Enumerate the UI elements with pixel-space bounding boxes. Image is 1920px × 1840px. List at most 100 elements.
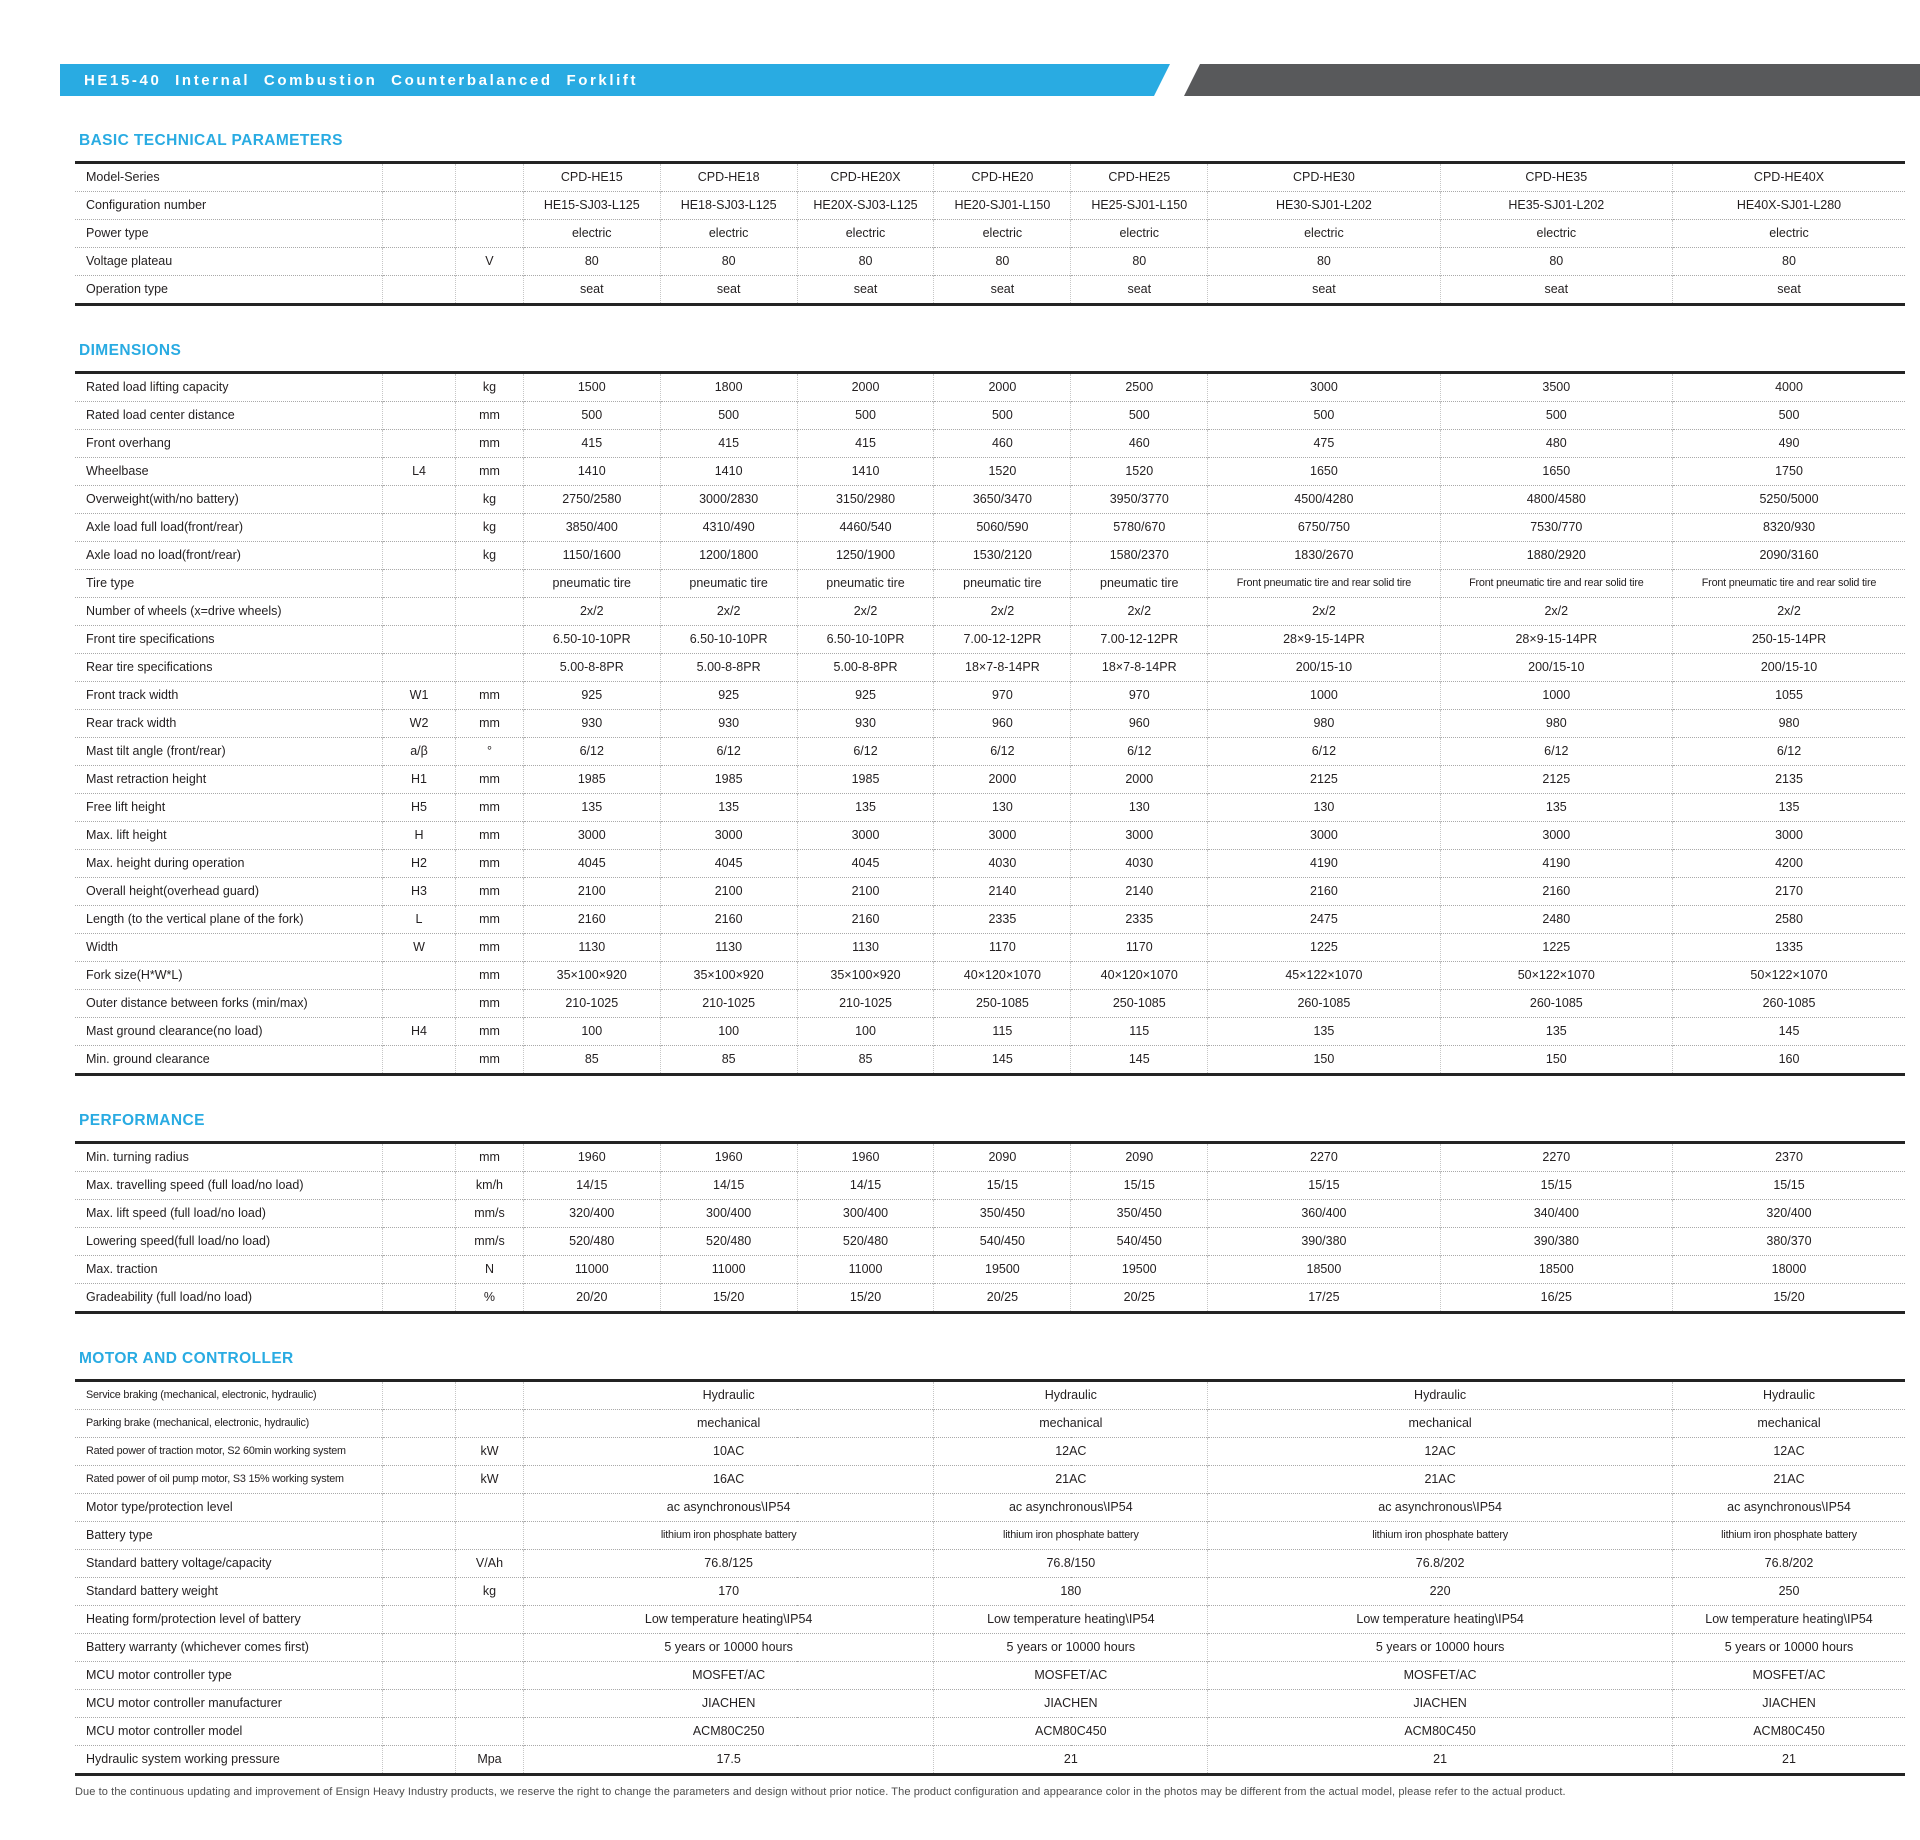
table-row: Max. lift speed (full load/no load) mm/s 3… (75, 1199, 1905, 1228)
cell-value: 5 years or 10000 hours (1207, 1633, 1673, 1662)
cell-value: 2160 (796, 905, 934, 934)
cell-value: 4030 (1070, 849, 1208, 878)
cell-value: 6/12 (522, 737, 661, 766)
cell-value: JIACHEN (933, 1689, 1208, 1718)
cell-value: 6750/750 (1207, 513, 1441, 542)
cell-value: 180 (933, 1577, 1208, 1606)
row-symbol: H5 (381, 793, 456, 822)
cell-value: 1985 (796, 765, 934, 794)
row-label: MCU motor controller type (75, 1661, 383, 1690)
row-unit: mm (455, 793, 524, 822)
cell-value: 1410 (796, 457, 934, 486)
row-symbol: W2 (381, 709, 456, 738)
cell-value: 80 (522, 247, 661, 276)
cell-value: 2160 (1439, 877, 1673, 906)
cell-value: 5.00-8-8PR (522, 653, 661, 682)
cell-value: electric (659, 219, 798, 248)
cell-value: 1960 (522, 1142, 661, 1172)
cell-value: CPD-HE40X (1672, 162, 1905, 192)
cell-value: 250-15-14PR (1672, 625, 1905, 654)
row-symbol (381, 1437, 456, 1466)
cell-value: 7.00-12-12PR (933, 625, 1071, 654)
cell-value: 5.00-8-8PR (796, 653, 934, 682)
cell-value: 340/400 (1439, 1199, 1673, 1228)
page-title: HE15-40 Internal Combustion Counterbalan… (84, 71, 639, 89)
cell-value: Front pneumatic tire and rear solid tire (1207, 569, 1441, 598)
cell-value: ac asynchronous\IP54 (522, 1493, 934, 1522)
cell-value: 18500 (1439, 1255, 1673, 1284)
cell-value: 2335 (1070, 905, 1208, 934)
cell-value: CPD-HE15 (522, 162, 661, 192)
cell-value: 2x/2 (1672, 597, 1905, 626)
row-symbol (381, 625, 456, 654)
cell-value: seat (522, 275, 661, 305)
table-row: Tire type pneumatic tire pneumatic tire pne… (75, 569, 1905, 598)
cell-value: 145 (1070, 1045, 1208, 1075)
cell-value: 3000 (659, 821, 798, 850)
cell-value: 350/450 (933, 1199, 1071, 1228)
row-label: Heating form/protection level of battery (75, 1605, 383, 1634)
cell-value: 14/15 (522, 1171, 661, 1200)
cell-value: electric (1070, 219, 1208, 248)
cell-value: 925 (796, 681, 934, 710)
row-symbol (381, 1199, 456, 1228)
cell-value: 1225 (1439, 933, 1673, 962)
cell-value: 5060/590 (933, 513, 1071, 542)
row-label: Min. turning radius (86, 1150, 189, 1164)
row-unit: ° (455, 737, 524, 766)
cell-value: 2135 (1672, 765, 1905, 794)
cell-value: 3000/2830 (659, 485, 798, 514)
cell-value: 6.50-10-10PR (522, 625, 661, 654)
row-label: Rated power of traction motor, S2 60min … (75, 1437, 383, 1466)
cell-value: 3650/3470 (933, 485, 1071, 514)
table-row: MCU motor controller type MOSFET/AC MOSFET… (75, 1661, 1905, 1690)
cell-value: 2x/2 (796, 597, 934, 626)
row-label: Hydraulic system working pressure (75, 1745, 383, 1775)
table-row: Operation type seat seat seat seat seat seat se… (75, 275, 1905, 305)
row-label: Mast ground clearance(no load) (75, 1017, 383, 1046)
row-symbol: L4 (381, 457, 456, 486)
row-unit (455, 162, 524, 192)
cell-value: 2x/2 (1439, 597, 1673, 626)
row-symbol: H1 (381, 765, 456, 794)
cell-value: 4500/4280 (1207, 485, 1441, 514)
cell-value: mechanical (1207, 1409, 1673, 1438)
cell-value: 520/480 (796, 1227, 934, 1256)
table-row: Hydraulic system working pressure Mpa 17.5… (75, 1745, 1905, 1775)
cell-value: 5780/670 (1070, 513, 1208, 542)
cell-value: 260-1085 (1207, 989, 1441, 1018)
cell-value: 145 (933, 1045, 1071, 1075)
row-symbol (381, 372, 456, 402)
row-unit: mm (455, 933, 524, 962)
cell-value: 3000 (1439, 821, 1673, 850)
cell-value: 2090 (1070, 1142, 1208, 1172)
cell-value: 260-1085 (1439, 989, 1673, 1018)
row-label: Axle load full load(front/rear) (75, 513, 383, 542)
cell-value: Hydraulic (522, 1380, 934, 1410)
row-unit (455, 653, 524, 682)
cell-value: seat (796, 275, 934, 305)
cell-value: pneumatic tire (659, 569, 798, 598)
table-row: Overweight(with/no battery) kg 2750/2580 30… (75, 485, 1905, 514)
spec-table: Rated load lifting capacity kg 1500 1800 200… (75, 371, 1905, 1076)
cell-value: mechanical (1672, 1409, 1905, 1438)
cell-value: 85 (796, 1045, 934, 1075)
row-unit (455, 191, 524, 220)
cell-value: 220 (1207, 1577, 1673, 1606)
table-row: Front track width W1 mm 925 925 925 970 970 1000… (75, 681, 1905, 710)
row-label: Mast tilt angle (front/rear) (75, 737, 383, 766)
cell-value: 20/20 (522, 1283, 661, 1313)
row-unit: mm (455, 401, 524, 430)
cell-value: 14/15 (659, 1171, 798, 1200)
table-row: Rated load center distance mm 500 500 500 500… (75, 401, 1905, 430)
cell-value: 135 (659, 793, 798, 822)
cell-value: 6.50-10-10PR (659, 625, 798, 654)
cell-value: 1130 (659, 933, 798, 962)
row-label: Width (75, 933, 383, 962)
row-label: Mast retraction height (75, 765, 383, 794)
cell-value: 200/15-10 (1672, 653, 1905, 682)
cell-value: 350/450 (1070, 1199, 1208, 1228)
cell-value: 2x/2 (1207, 597, 1441, 626)
cell-value: 500 (1070, 401, 1208, 430)
cell-value: 4045 (522, 849, 661, 878)
